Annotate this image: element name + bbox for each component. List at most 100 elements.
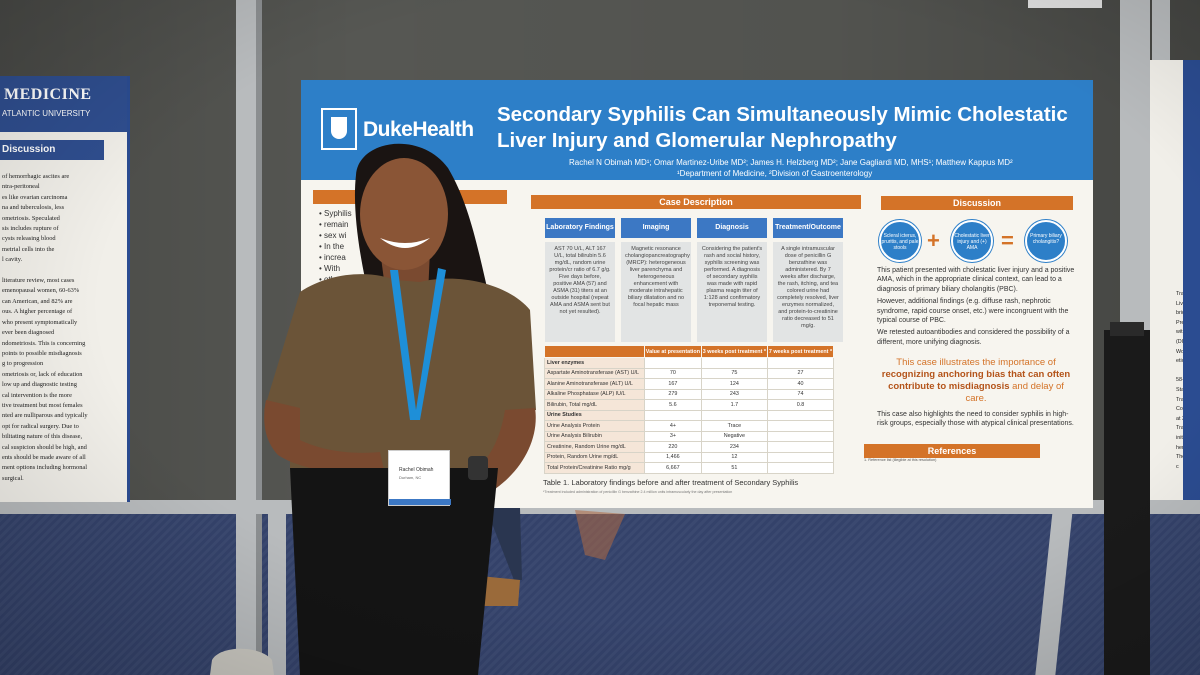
poster-title: Secondary Syphilis Can Simultaneously Mi… bbox=[497, 103, 1068, 152]
table-cell: 74 bbox=[766, 388, 835, 400]
table-header-cell: 7 weeks post treatment * bbox=[766, 345, 835, 358]
discussion-points: This patient presented with cholestatic … bbox=[877, 266, 1077, 350]
poster-authors: Rachel N Obimah MD¹; Omar Martinez-Uribe… bbox=[569, 158, 1013, 167]
table-row: Alkaline Phosphatase (ALP) IU/L 279 243 74 bbox=[544, 388, 835, 400]
intro-line: • remain bbox=[319, 220, 349, 229]
left-poster-line: cal intervention is the more bbox=[2, 391, 72, 399]
table-row: Urine Analysis Protein 4+ Trace bbox=[544, 420, 835, 432]
col-head-treatment: Treatment/Outcome bbox=[773, 218, 843, 238]
table-cell bbox=[766, 409, 835, 421]
col-head-imaging: Imaging bbox=[621, 218, 691, 238]
table-row-label: Urine Studies bbox=[544, 409, 645, 421]
right-poster-line: etiolo bbox=[1176, 357, 1200, 367]
table-cell bbox=[644, 409, 702, 421]
discussion-last-point: This case also highlights the need to co… bbox=[877, 411, 1074, 428]
table-cell: 167 bbox=[644, 378, 702, 390]
table-cell: 1.7 bbox=[700, 399, 768, 411]
highlight-bold: recognizing anchoring bias that can ofte… bbox=[881, 369, 1071, 392]
col-box-lab: AST 70 U/L, ALT 167 U/L, total bilirubin… bbox=[545, 242, 615, 342]
left-poster-line: ents should be made aware of all bbox=[2, 453, 86, 461]
table-row-label: Liver enzymes bbox=[544, 357, 645, 369]
table-cell: 279 bbox=[644, 388, 702, 400]
table-row-label: Bilirubin, Total mg/dL bbox=[544, 399, 645, 411]
left-poster-title: MEDICINE bbox=[4, 86, 92, 103]
table-cell: 1,466 bbox=[644, 451, 702, 463]
left-poster-section-heading: Discussion bbox=[0, 140, 104, 160]
left-poster-line: of hemorrhagic ascites are bbox=[2, 173, 70, 180]
table-cell: Trace bbox=[700, 420, 768, 432]
discussion-bar: Discussion bbox=[881, 196, 1073, 210]
carpet-floor bbox=[0, 510, 1200, 675]
left-poster-line: emenopausal women, 60-63% bbox=[2, 287, 80, 295]
table-cell: 243 bbox=[700, 388, 768, 400]
table-row: Bilirubin, Total mg/dL 5.6 1.7 0.8 bbox=[544, 399, 835, 411]
table-cell: 124 bbox=[700, 378, 768, 390]
case-description-bar: Case Description bbox=[531, 195, 861, 209]
table-cell bbox=[766, 430, 835, 442]
plus-icon: + bbox=[927, 228, 940, 253]
left-poster: MEDICINE ATLANTIC UNIVERSITY Discussion … bbox=[0, 76, 130, 502]
top-sticker bbox=[1028, 0, 1102, 8]
col-box-treatment: A single intramuscular dose of penicilli… bbox=[773, 242, 843, 342]
table-cell: 234 bbox=[700, 441, 768, 453]
table-cell: 4+ bbox=[644, 420, 702, 432]
poster-header: DukeHealth Secondary Syphilis Can Simult… bbox=[301, 80, 1093, 180]
intro-section-bar bbox=[313, 190, 507, 204]
left-poster-line: opt for radical surgery. Due to bbox=[2, 422, 79, 430]
table-cell bbox=[766, 441, 835, 453]
right-poster-blue-edge bbox=[1183, 60, 1200, 500]
table-caption: Table 1. Laboratory findings before and … bbox=[543, 478, 799, 487]
left-poster-line: metrial cells into the bbox=[2, 245, 55, 253]
left-poster-line: ever been diagnosed bbox=[2, 329, 55, 337]
table-row: Aspartate Aminotransferase (AST) U/L 70 75… bbox=[544, 367, 835, 379]
poster-brand: DukeHealth bbox=[363, 118, 474, 141]
right-poster-line: (DILI) bbox=[1176, 338, 1200, 348]
lab-findings-table: Value at presentation 3 weeks post treat… bbox=[544, 345, 835, 474]
table-cell: 75 bbox=[700, 367, 768, 379]
equals-icon: = bbox=[1001, 228, 1014, 253]
table-cell: 27 bbox=[766, 367, 835, 379]
left-poster-line: low up and diagnostic testing bbox=[2, 381, 77, 389]
table-cell: Negative bbox=[700, 430, 768, 442]
main-poster: DukeHealth Secondary Syphilis Can Simult… bbox=[301, 80, 1093, 508]
left-poster-line: l cavity. bbox=[2, 256, 23, 264]
left-poster-line: bilitating nature of this disease, bbox=[2, 433, 83, 441]
left-poster-line: tive treatment but most females bbox=[2, 401, 83, 409]
discussion-highlight: This case illustrates the importance of … bbox=[881, 357, 1071, 405]
left-poster-line: ment options including hormonal bbox=[2, 464, 88, 472]
left-poster-subtitle: ATLANTIC UNIVERSITY bbox=[2, 109, 91, 118]
table-header-row: Value at presentation 3 weeks post treat… bbox=[544, 345, 835, 358]
left-poster-line: es like ovarian carcinoma bbox=[2, 193, 68, 201]
left-poster-line: ndometriosis. This is concerning bbox=[2, 339, 86, 347]
discussion-point: This patient presented with cholestatic … bbox=[877, 267, 1075, 293]
intro-line: • sex wi bbox=[319, 231, 347, 240]
table-header-cell: 3 weeks post treatment * bbox=[700, 345, 768, 358]
circle-pbc: Primary biliary cholangitis? bbox=[1025, 220, 1067, 262]
right-poster-line: bridg bbox=[1176, 310, 1188, 317]
table-cell bbox=[644, 357, 702, 369]
left-poster-line: cal suspicion should be high, and bbox=[2, 443, 87, 451]
references-text: 1. Reference list (illegible at this res… bbox=[864, 458, 937, 462]
table-cell: 70 bbox=[644, 367, 702, 379]
table-cell bbox=[766, 451, 835, 463]
poster-department: ¹Department of Medicine, ²Division of Ga… bbox=[677, 169, 873, 178]
left-poster-line: surgical. bbox=[2, 474, 24, 482]
left-poster-line: can American, and 82% are bbox=[2, 297, 73, 305]
circle-symptoms: Scleral icterus, pruritis, and pale stoo… bbox=[879, 220, 921, 262]
left-poster-line bbox=[2, 266, 106, 276]
highlight-pre: This case illustrates the importance of bbox=[896, 357, 1056, 368]
left-poster-line: sis includes rupture of bbox=[2, 225, 59, 233]
table-header-cell bbox=[544, 345, 645, 358]
table-cell bbox=[700, 409, 768, 421]
table-row-label: Alanine Aminotransferase (ALT) U/L bbox=[544, 378, 645, 390]
left-poster-text: of hemorrhagic ascites are ntra-peritonea… bbox=[2, 172, 106, 484]
badge-location: Durham, NC bbox=[399, 475, 422, 480]
table-row-label: Protein, Random Urine mg/dL bbox=[544, 451, 645, 463]
table-row: Alanine Aminotransferase (ALT) U/L 167 124… bbox=[544, 378, 835, 390]
intro-line: • increa bbox=[319, 253, 346, 262]
intro-line: • With bbox=[319, 264, 341, 273]
table-cell bbox=[766, 420, 835, 432]
highlight-post: and delay of care. bbox=[965, 381, 1064, 404]
table-cell: 3+ bbox=[644, 430, 702, 442]
name-badge: Rachel Obimah Durham, NC bbox=[388, 450, 451, 506]
